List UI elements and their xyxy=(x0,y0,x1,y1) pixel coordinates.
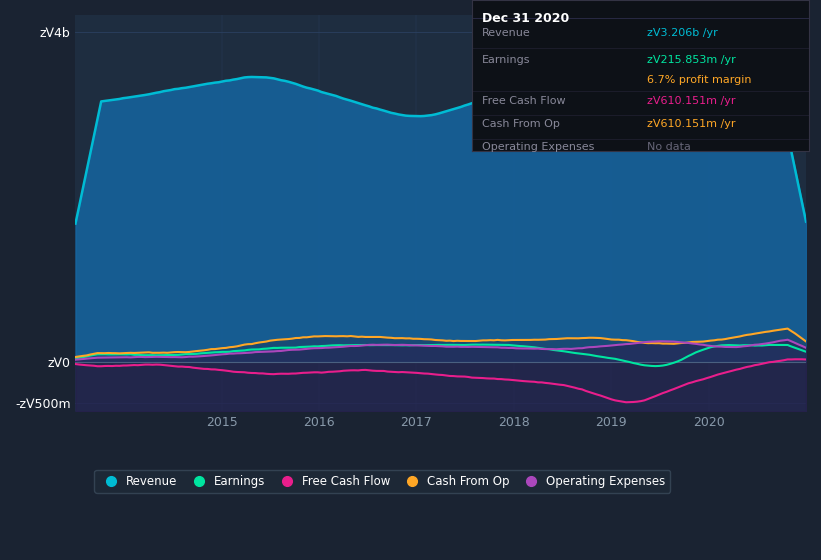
Text: Cash From Op: Cash From Op xyxy=(482,119,560,129)
Text: Revenue: Revenue xyxy=(482,28,531,38)
Legend: Revenue, Earnings, Free Cash Flow, Cash From Op, Operating Expenses: Revenue, Earnings, Free Cash Flow, Cash … xyxy=(94,470,670,492)
Text: Earnings: Earnings xyxy=(482,55,530,66)
Text: zᐯ3.206b /yr: zᐯ3.206b /yr xyxy=(647,28,718,38)
Text: zᐯ215.853m /yr: zᐯ215.853m /yr xyxy=(647,55,736,66)
Text: zᐯ610.151m /yr: zᐯ610.151m /yr xyxy=(647,119,736,129)
Text: Dec 31 2020: Dec 31 2020 xyxy=(482,12,570,25)
Text: No data: No data xyxy=(647,142,691,152)
Text: Operating Expenses: Operating Expenses xyxy=(482,142,594,152)
Text: zᐯ610.151m /yr: zᐯ610.151m /yr xyxy=(647,96,736,106)
Text: 6.7% profit margin: 6.7% profit margin xyxy=(647,75,751,85)
Text: Free Cash Flow: Free Cash Flow xyxy=(482,96,566,106)
